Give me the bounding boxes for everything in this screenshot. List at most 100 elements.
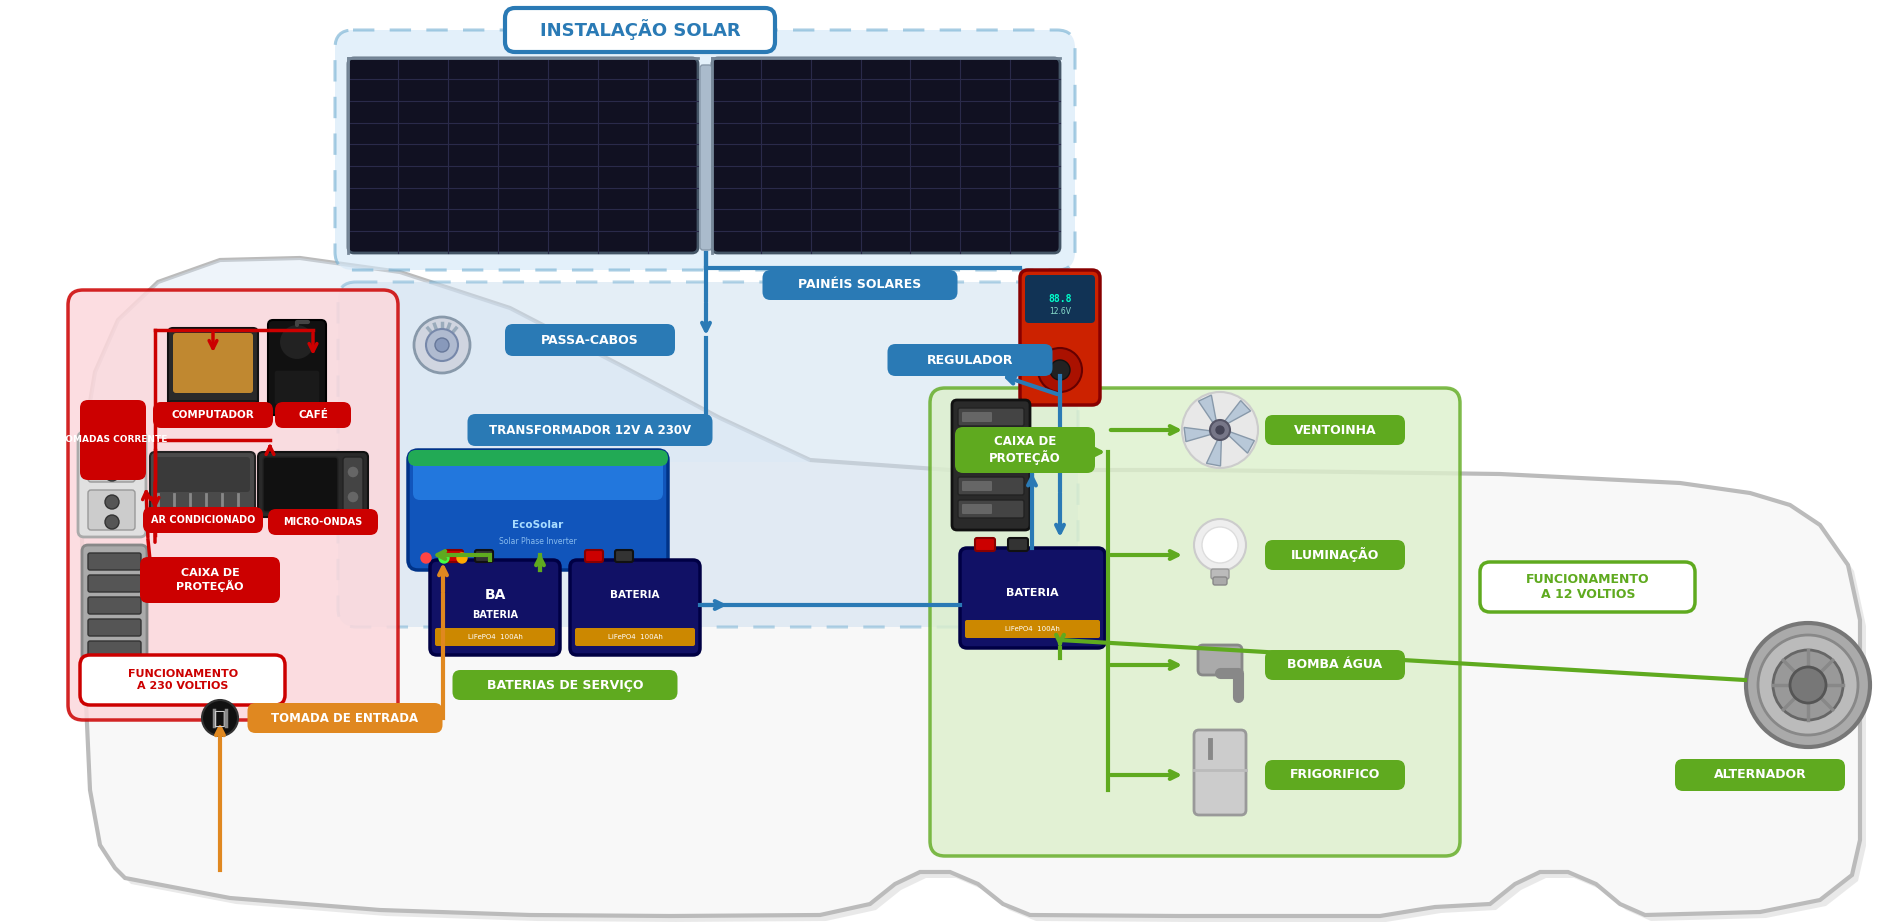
FancyBboxPatch shape (412, 455, 663, 500)
FancyBboxPatch shape (1020, 270, 1100, 405)
Polygon shape (1226, 430, 1254, 453)
Circle shape (104, 447, 120, 461)
FancyBboxPatch shape (958, 454, 1024, 472)
Text: Solar Phase Inverter: Solar Phase Inverter (500, 538, 578, 546)
Circle shape (348, 491, 359, 503)
FancyBboxPatch shape (80, 400, 146, 480)
Text: BA: BA (484, 588, 505, 602)
Text: ⏚: ⏚ (215, 709, 226, 727)
FancyBboxPatch shape (1212, 577, 1227, 585)
Circle shape (1182, 392, 1258, 468)
Text: BOMBA ÁGUA: BOMBA ÁGUA (1288, 659, 1383, 672)
Polygon shape (1206, 435, 1222, 466)
Circle shape (201, 700, 238, 736)
Circle shape (458, 553, 467, 563)
Circle shape (279, 324, 315, 360)
FancyBboxPatch shape (958, 500, 1024, 518)
Text: 88.8: 88.8 (1049, 294, 1072, 304)
FancyBboxPatch shape (334, 30, 1075, 270)
Polygon shape (1199, 395, 1216, 427)
Text: BATERIA: BATERIA (471, 610, 519, 620)
Circle shape (1773, 650, 1843, 720)
FancyBboxPatch shape (961, 412, 992, 422)
Text: CAIXA DE
PROTEÇÃO: CAIXA DE PROTEÇÃO (990, 435, 1060, 465)
Text: FRIGORIFICO: FRIGORIFICO (1290, 769, 1379, 782)
Circle shape (439, 553, 448, 563)
FancyBboxPatch shape (961, 435, 992, 445)
FancyBboxPatch shape (505, 324, 674, 356)
Polygon shape (1184, 428, 1216, 442)
FancyBboxPatch shape (467, 414, 712, 446)
FancyBboxPatch shape (247, 703, 443, 733)
Text: LiFePO4  100Ah: LiFePO4 100Ah (608, 634, 663, 640)
FancyBboxPatch shape (68, 290, 397, 720)
Text: LiFePO4  100Ah: LiFePO4 100Ah (1005, 626, 1060, 632)
Text: VENTOINHA: VENTOINHA (1294, 423, 1376, 436)
FancyBboxPatch shape (87, 619, 141, 636)
FancyBboxPatch shape (762, 270, 958, 300)
Circle shape (422, 553, 431, 563)
FancyBboxPatch shape (699, 65, 712, 250)
FancyBboxPatch shape (1480, 562, 1695, 612)
FancyBboxPatch shape (87, 442, 135, 482)
FancyBboxPatch shape (344, 457, 363, 512)
FancyBboxPatch shape (505, 8, 775, 52)
Polygon shape (82, 258, 809, 462)
FancyBboxPatch shape (585, 550, 602, 562)
FancyBboxPatch shape (78, 432, 146, 537)
FancyBboxPatch shape (475, 550, 492, 562)
FancyBboxPatch shape (965, 620, 1100, 638)
Text: FUNCIONAMENTO
A 230 VOLTIOS: FUNCIONAMENTO A 230 VOLTIOS (127, 669, 238, 691)
Text: MICRO-ONDAS: MICRO-ONDAS (283, 517, 363, 527)
FancyBboxPatch shape (167, 328, 258, 406)
FancyBboxPatch shape (87, 553, 141, 570)
FancyBboxPatch shape (958, 431, 1024, 449)
Text: PAINÉIS SOLARES: PAINÉIS SOLARES (798, 278, 922, 291)
FancyBboxPatch shape (958, 477, 1024, 495)
Text: REGULADOR: REGULADOR (927, 354, 1013, 367)
Text: PASSA-CABOS: PASSA-CABOS (542, 334, 638, 346)
Circle shape (1203, 527, 1239, 563)
FancyBboxPatch shape (712, 58, 1060, 253)
FancyBboxPatch shape (961, 504, 992, 514)
Circle shape (1210, 420, 1229, 440)
Circle shape (1746, 623, 1870, 747)
FancyBboxPatch shape (87, 641, 141, 658)
FancyBboxPatch shape (82, 545, 146, 665)
Polygon shape (82, 258, 1860, 916)
FancyBboxPatch shape (435, 628, 555, 646)
FancyBboxPatch shape (276, 402, 352, 428)
FancyBboxPatch shape (87, 490, 135, 530)
Circle shape (1051, 360, 1070, 380)
FancyBboxPatch shape (956, 427, 1094, 473)
FancyBboxPatch shape (156, 457, 251, 492)
FancyBboxPatch shape (570, 560, 699, 655)
Text: 12.6V: 12.6V (1049, 308, 1072, 317)
Text: CAIXA DE
PROTEÇÃO: CAIXA DE PROTEÇÃO (177, 568, 243, 592)
Circle shape (348, 466, 359, 478)
FancyBboxPatch shape (87, 597, 141, 614)
Text: INSTALAÇÃO SOLAR: INSTALAÇÃO SOLAR (540, 19, 741, 41)
FancyBboxPatch shape (408, 450, 669, 570)
Text: BATERIA: BATERIA (1005, 588, 1058, 598)
FancyBboxPatch shape (268, 320, 327, 415)
Circle shape (1216, 426, 1224, 434)
FancyBboxPatch shape (958, 408, 1024, 426)
FancyBboxPatch shape (576, 628, 695, 646)
FancyBboxPatch shape (952, 400, 1030, 530)
Text: COMPUTADOR: COMPUTADOR (171, 410, 255, 420)
Text: CAFÉ: CAFÉ (298, 410, 329, 420)
FancyBboxPatch shape (268, 509, 378, 535)
Circle shape (1790, 667, 1826, 703)
Text: TOMADAS CORRENTE: TOMADAS CORRENTE (59, 435, 167, 444)
Circle shape (414, 317, 469, 373)
FancyBboxPatch shape (87, 575, 141, 592)
FancyBboxPatch shape (173, 333, 253, 393)
Text: AR CONDICIONADO: AR CONDICIONADO (150, 515, 255, 525)
FancyBboxPatch shape (1199, 645, 1243, 675)
FancyBboxPatch shape (961, 458, 992, 468)
FancyBboxPatch shape (452, 670, 678, 700)
Text: ALTERNADOR: ALTERNADOR (1714, 769, 1807, 782)
FancyBboxPatch shape (960, 548, 1106, 648)
FancyBboxPatch shape (1265, 415, 1404, 445)
